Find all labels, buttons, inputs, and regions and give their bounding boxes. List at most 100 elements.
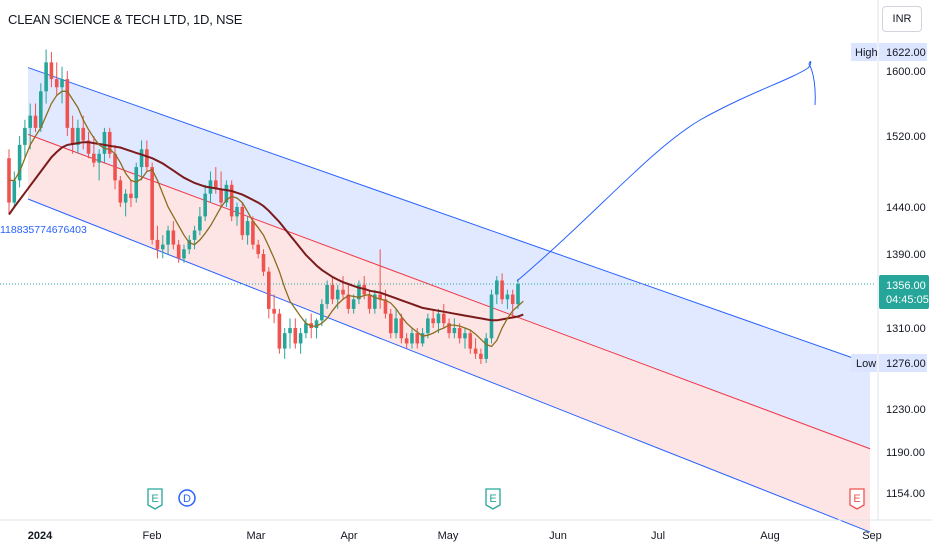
dividend-marker-label: D	[183, 493, 191, 505]
time-tick-label: Mar	[247, 530, 266, 542]
channel-lower-line	[27, 198, 871, 533]
candle-body	[49, 62, 54, 80]
candle-body	[23, 127, 27, 145]
candle-body	[54, 79, 59, 88]
fast-moving-average	[9, 90, 524, 348]
candle-body	[484, 338, 488, 359]
candle-body	[489, 294, 494, 339]
candle-body	[160, 244, 165, 250]
time-tick-label: Feb	[143, 530, 162, 542]
last-price-tag	[879, 275, 929, 309]
high-label: High	[855, 47, 878, 59]
candle-body	[298, 333, 303, 344]
candle-body	[510, 294, 515, 305]
candle-body	[494, 280, 499, 295]
candle-body	[65, 79, 70, 128]
candle-body	[139, 149, 144, 168]
candle-body	[341, 289, 345, 295]
price-tick-label: 1154.00	[886, 488, 925, 500]
candle-body	[346, 294, 351, 309]
low-value: 1276.00	[886, 358, 926, 370]
candle-body	[145, 149, 149, 168]
candle-body	[240, 207, 245, 236]
candle-body	[277, 313, 282, 349]
earnings-marker	[147, 488, 163, 510]
price-tick-label: 1440.00	[886, 202, 926, 214]
candle-body	[192, 230, 197, 240]
candle-body	[155, 239, 160, 250]
candle-body	[176, 244, 181, 259]
channel-label: 118835774676403	[0, 224, 87, 236]
candle-body	[44, 62, 48, 92]
candle-body	[76, 127, 80, 145]
candle-body	[468, 333, 473, 349]
candle-body	[261, 254, 266, 272]
price-tick-label: 1520.00	[886, 131, 926, 143]
earnings-marker-label: E	[853, 493, 860, 505]
candle-body	[213, 180, 218, 190]
candle-body	[479, 353, 483, 359]
candle-body	[256, 244, 260, 254]
candle-body	[282, 333, 287, 349]
candle-body	[123, 193, 128, 203]
candle-body	[33, 115, 38, 128]
candle-body	[457, 328, 462, 339]
channel-upper-fill	[28, 67, 870, 449]
time-tick-label: 2024	[28, 530, 53, 542]
candle-body	[473, 348, 478, 354]
candle-body	[107, 131, 112, 154]
candle-body	[314, 320, 319, 328]
dividend-marker	[178, 489, 196, 507]
candle-body	[86, 140, 91, 154]
candle-body	[224, 184, 229, 203]
candle-body	[293, 328, 298, 344]
candle-body	[251, 221, 255, 245]
candle-body	[404, 338, 409, 344]
price-tick-label: 1390.00	[886, 249, 926, 261]
candle-body	[441, 313, 446, 324]
candle-body	[229, 184, 234, 217]
candle-body	[182, 249, 186, 259]
candle-body	[330, 284, 335, 300]
candle-body	[288, 328, 292, 334]
earnings-marker	[485, 488, 501, 510]
candle-body	[367, 294, 372, 309]
channel-upper-line	[27, 67, 871, 365]
last-price-value: 1356.00	[886, 280, 926, 292]
candle-body	[500, 280, 504, 300]
candle-body	[60, 79, 64, 88]
candle-body	[320, 304, 324, 321]
price-tick-label: 1230.00	[886, 404, 926, 416]
candle-body	[267, 271, 271, 309]
candle-body	[463, 333, 467, 339]
candle-body	[118, 180, 123, 203]
candle-body	[198, 216, 202, 231]
time-tick-label: May	[438, 530, 459, 542]
candle-body	[17, 144, 22, 181]
candle-body	[97, 153, 101, 163]
candle-body	[113, 153, 117, 181]
low-label-box	[851, 354, 877, 372]
candle-body	[203, 193, 207, 217]
candle-body	[378, 294, 382, 300]
candle-body	[351, 299, 356, 309]
candle-body	[426, 318, 430, 334]
candle-body	[81, 127, 86, 141]
earnings-marker-label: E	[151, 493, 158, 505]
candle-body	[357, 284, 361, 300]
candle-body	[325, 284, 329, 305]
candle-body	[447, 323, 451, 334]
candle-body	[28, 115, 33, 128]
candle-body	[92, 153, 96, 163]
candle-body	[219, 189, 223, 203]
candle-body	[431, 318, 435, 324]
upcoming-earnings-marker	[849, 488, 865, 510]
candle-body	[388, 313, 393, 334]
high-value: 1622.00	[886, 47, 926, 59]
time-tick-label: Aug	[760, 530, 780, 542]
candle-body	[166, 230, 170, 245]
candle-body	[415, 333, 420, 344]
candle-body	[335, 289, 340, 300]
currency-selector[interactable]: INR	[882, 6, 922, 32]
